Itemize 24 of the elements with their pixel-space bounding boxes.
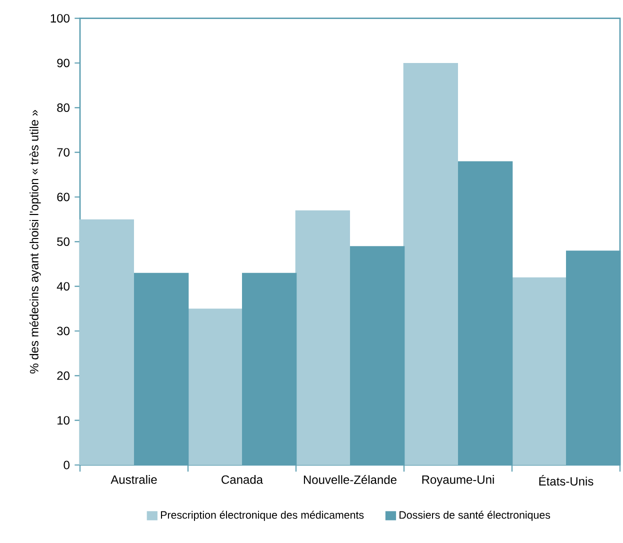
y-tick-label: 90 [57, 58, 70, 68]
x-tick-label: Australie [110, 475, 157, 484]
y-tick-label: 0 [64, 460, 70, 470]
y-tick-label: 60 [57, 192, 70, 202]
x-tick-label: Nouvelle-Zélande [304, 475, 396, 484]
x-tick-label: Canada [222, 475, 264, 484]
bar [403, 62, 458, 465]
bar [295, 210, 350, 465]
y-tick-label: 30 [57, 326, 70, 336]
bar [79, 219, 134, 465]
y-tick-label: 70 [57, 148, 70, 157]
bar [187, 308, 242, 465]
y-tick-label: 100 [50, 14, 70, 23]
x-tick-label: États-Unis [539, 475, 594, 486]
y-tick-label: 10 [58, 416, 70, 425]
y-axis-title: % des médecins ayant choisi l'option « très utile » [29, 110, 41, 374]
legend-label: Prescription électronique des médicaments [161, 510, 364, 521]
y-tick-label: 40 [56, 282, 70, 291]
y-tick-label: 20 [57, 371, 70, 380]
x-tick-label: Royaume-Uni [422, 475, 494, 486]
legend-label: Dossiers de santé électroniques [400, 510, 550, 521]
bar [511, 277, 566, 465]
y-tick-label: 80 [57, 103, 70, 112]
y-tick-label: 50 [57, 237, 70, 246]
